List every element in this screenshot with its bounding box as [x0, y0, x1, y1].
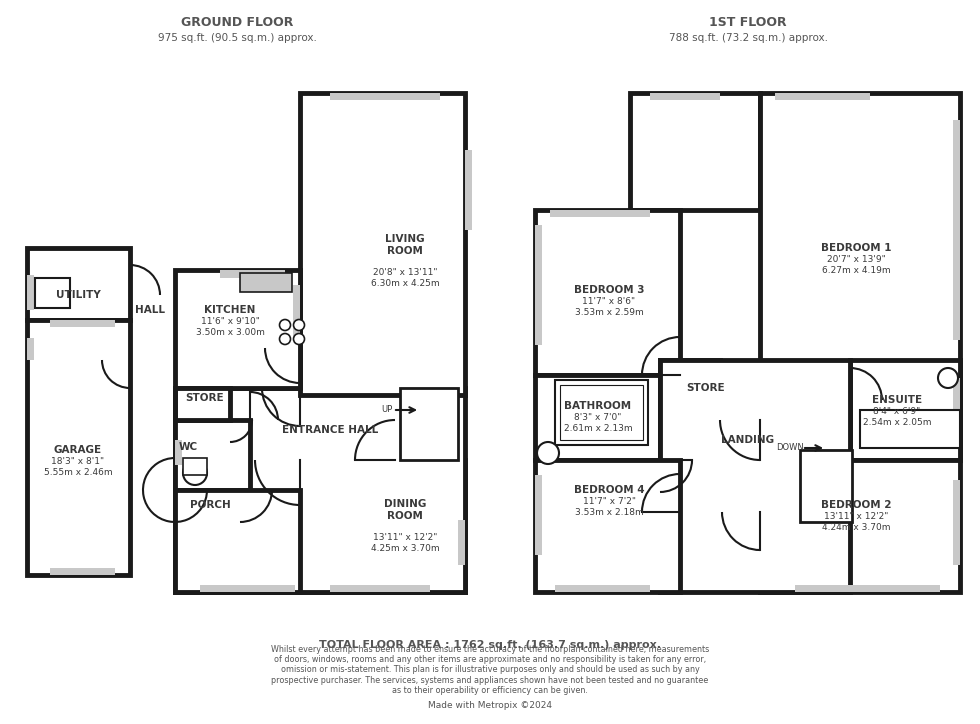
Bar — [27, 275, 34, 310]
Bar — [175, 388, 465, 592]
Circle shape — [279, 319, 290, 330]
Bar — [220, 270, 285, 278]
Text: 20'8" x 13'11"
6.30m x 4.25m: 20'8" x 13'11" 6.30m x 4.25m — [370, 269, 439, 287]
Bar — [560, 385, 643, 440]
Text: 20'7" x 13'9"
6.27m x 4.19m: 20'7" x 13'9" 6.27m x 4.19m — [821, 256, 890, 274]
Bar — [953, 378, 960, 448]
Circle shape — [537, 442, 559, 464]
Bar — [240, 273, 292, 292]
Text: BEDROOM 4: BEDROOM 4 — [573, 485, 644, 495]
Circle shape — [938, 368, 958, 388]
Bar — [953, 120, 960, 340]
Bar — [535, 210, 680, 375]
Text: Made with Metropix ©2024: Made with Metropix ©2024 — [428, 701, 552, 710]
Text: PORCH: PORCH — [189, 500, 230, 510]
Text: 18'3" x 8'1"
5.55m x 2.46m: 18'3" x 8'1" 5.55m x 2.46m — [44, 458, 113, 476]
Bar — [27, 320, 130, 575]
Bar — [650, 93, 720, 100]
Circle shape — [183, 461, 207, 485]
Bar — [175, 490, 300, 592]
Text: 11'7" x 7'2"
3.53m x 2.18m: 11'7" x 7'2" 3.53m x 2.18m — [574, 497, 644, 517]
Bar — [293, 285, 300, 340]
Text: HALL: HALL — [135, 305, 165, 315]
Text: UP: UP — [381, 405, 393, 415]
Bar — [795, 585, 940, 592]
Bar — [300, 460, 465, 592]
Text: BEDROOM 2: BEDROOM 2 — [821, 500, 891, 510]
Text: WC: WC — [178, 442, 198, 452]
Bar — [555, 380, 648, 445]
Bar — [850, 360, 960, 460]
Text: STORE: STORE — [185, 393, 224, 403]
Circle shape — [293, 319, 305, 330]
Text: LANDING: LANDING — [721, 435, 774, 445]
Bar — [458, 520, 465, 565]
Bar — [400, 388, 458, 460]
Bar — [775, 93, 870, 100]
Text: DINING
ROOM: DINING ROOM — [384, 500, 426, 521]
Bar — [300, 93, 465, 395]
Bar — [535, 460, 680, 592]
Text: GROUND FLOOR: GROUND FLOOR — [181, 15, 293, 28]
Bar — [660, 360, 850, 592]
Bar — [465, 150, 472, 230]
Bar — [800, 450, 852, 522]
Text: DOWN: DOWN — [776, 444, 804, 452]
Bar — [535, 375, 660, 460]
Bar — [550, 210, 650, 217]
Text: GARAGE: GARAGE — [54, 445, 102, 455]
Text: BATHROOM: BATHROOM — [564, 401, 631, 411]
Text: 11'7" x 8'6"
3.53m x 2.59m: 11'7" x 8'6" 3.53m x 2.59m — [574, 298, 644, 316]
Text: UTILITY: UTILITY — [56, 290, 100, 300]
Bar — [35, 278, 70, 308]
Text: STORE: STORE — [687, 383, 725, 393]
Bar — [200, 585, 265, 592]
Bar — [175, 388, 230, 420]
Text: 11'6" x 9'10"
3.50m x 3.00m: 11'6" x 9'10" 3.50m x 3.00m — [196, 317, 265, 337]
Text: 8'3" x 7'0"
2.61m x 2.13m: 8'3" x 7'0" 2.61m x 2.13m — [564, 413, 632, 433]
Bar — [175, 440, 182, 465]
Bar — [75, 320, 110, 327]
Bar — [330, 585, 430, 592]
Bar — [535, 225, 542, 345]
Bar — [175, 420, 250, 490]
Text: 788 sq.ft. (73.2 sq.m.) approx.: 788 sq.ft. (73.2 sq.m.) approx. — [668, 33, 827, 43]
Text: BEDROOM 1: BEDROOM 1 — [821, 243, 891, 253]
Bar — [535, 475, 542, 555]
Bar — [183, 458, 207, 475]
Text: 975 sq.ft. (90.5 sq.m.) approx.: 975 sq.ft. (90.5 sq.m.) approx. — [158, 33, 317, 43]
Bar — [953, 480, 960, 565]
Text: BEDROOM 3: BEDROOM 3 — [573, 285, 644, 295]
Bar — [760, 460, 960, 592]
Text: 8'4" x 6'9"
2.54m x 2.05m: 8'4" x 6'9" 2.54m x 2.05m — [862, 408, 931, 426]
Text: 1ST FLOOR: 1ST FLOOR — [710, 15, 787, 28]
Bar — [860, 410, 960, 448]
Circle shape — [293, 334, 305, 345]
Text: Whilst every attempt has been made to ensure the accuracy of the floorplan conta: Whilst every attempt has been made to en… — [270, 644, 710, 695]
Bar — [27, 338, 34, 360]
Text: ENSUITE: ENSUITE — [872, 395, 922, 405]
Text: ENTRANCE HALL: ENTRANCE HALL — [282, 425, 378, 435]
Bar — [760, 93, 960, 460]
Bar — [630, 93, 760, 210]
Text: LIVING
ROOM: LIVING ROOM — [385, 234, 424, 256]
Bar — [250, 585, 295, 592]
Bar — [330, 93, 440, 100]
Bar — [50, 320, 115, 327]
Bar — [50, 568, 115, 575]
Circle shape — [279, 334, 290, 345]
Text: TOTAL FLOOR AREA : 1762 sq.ft. (163.7 sq.m.) approx.: TOTAL FLOOR AREA : 1762 sq.ft. (163.7 sq… — [319, 640, 661, 650]
Bar — [27, 248, 130, 320]
Text: 13'11" x 12'2"
4.25m x 3.70m: 13'11" x 12'2" 4.25m x 3.70m — [370, 534, 439, 552]
Bar — [660, 360, 720, 460]
Bar — [555, 585, 650, 592]
Bar — [175, 270, 300, 388]
Text: 13'11" x 12'2"
4.24m x 3.70m: 13'11" x 12'2" 4.24m x 3.70m — [822, 513, 890, 531]
Text: KITCHEN: KITCHEN — [204, 305, 256, 315]
